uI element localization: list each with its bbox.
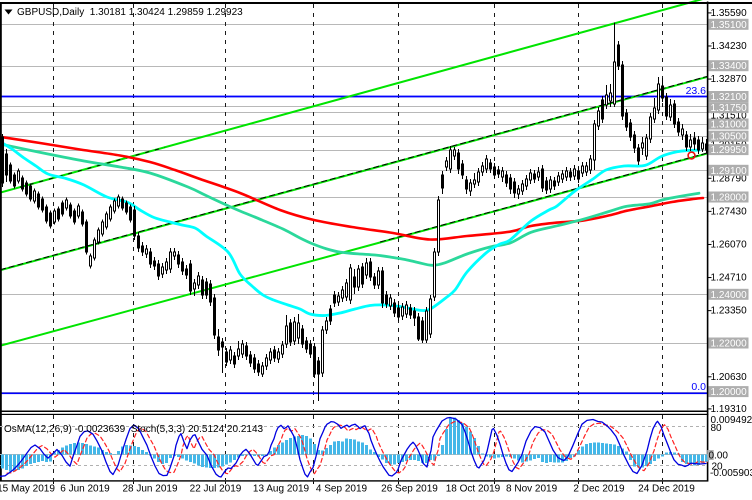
svg-text:18 Oct 2019: 18 Oct 2019 [446,484,501,495]
svg-text:1.35590: 1.35590 [711,8,748,19]
svg-text:1.31750: 1.31750 [711,103,748,114]
svg-text:26 Sep 2019: 26 Sep 2019 [381,484,438,495]
svg-text:2 Dec 2019: 2 Dec 2019 [573,484,625,495]
svg-text:1.27430: 1.27430 [711,206,748,217]
svg-text:GBPUSD,Daily 1.30181 1.30424: GBPUSD,Daily 1.30181 1.30424 1.29859 1.2… [17,7,243,18]
svg-text:13 Aug 2019: 13 Aug 2019 [253,484,310,495]
svg-text:6 Jun 2019: 6 Jun 2019 [60,484,110,495]
svg-text:80: 80 [711,423,723,434]
svg-text:22 Jul 2019: 22 Jul 2019 [190,484,242,495]
svg-text:1.24000: 1.24000 [711,290,748,301]
svg-text:OsMA(12,26,9) -0.0023639 Stoc: OsMA(12,26,9) -0.0023639 Stoch(5,3,3) 20… [4,424,264,435]
svg-text:4 Sep 2019: 4 Sep 2019 [316,484,368,495]
svg-text:1.29950: 1.29950 [711,145,748,156]
svg-text:24 Dec 2019: 24 Dec 2019 [638,484,695,495]
svg-text:1.20000: 1.20000 [711,387,748,398]
svg-text:1.22000: 1.22000 [711,339,748,350]
svg-text:0.00: 0.00 [709,450,729,461]
svg-text:-0.0059034: -0.0059034 [710,468,752,479]
svg-text:1.32100: 1.32100 [711,92,748,103]
svg-text:1.30500: 1.30500 [711,132,748,143]
svg-text:1.31510: 1.31510 [711,110,748,121]
svg-text:0.0: 0.0 [691,381,706,393]
svg-text:1.20630: 1.20630 [711,372,748,383]
svg-text:1.26070: 1.26070 [711,239,748,250]
svg-text:20: 20 [712,462,724,473]
svg-text:1.32870: 1.32870 [711,74,748,85]
svg-text:1.19310: 1.19310 [711,404,748,415]
svg-text:28 Jun 2019: 28 Jun 2019 [122,484,177,495]
svg-text:1.31000: 1.31000 [711,120,748,131]
svg-text:1.28000: 1.28000 [711,193,748,204]
svg-text:8 Nov 2019: 8 Nov 2019 [506,484,558,495]
svg-text:1.33400: 1.33400 [711,61,748,72]
svg-text:15 May 2019: 15 May 2019 [0,484,55,495]
svg-text:1.24710: 1.24710 [711,273,748,284]
svg-text:1.23350: 1.23350 [711,306,748,317]
svg-text:1.35100: 1.35100 [711,20,748,31]
svg-text:23.6: 23.6 [686,85,707,97]
svg-text:1.29100: 1.29100 [711,166,748,177]
svg-text:1.28790: 1.28790 [711,173,748,184]
svg-text:1.34230: 1.34230 [711,41,748,52]
svg-text:0.0094926: 0.0094926 [711,415,752,426]
